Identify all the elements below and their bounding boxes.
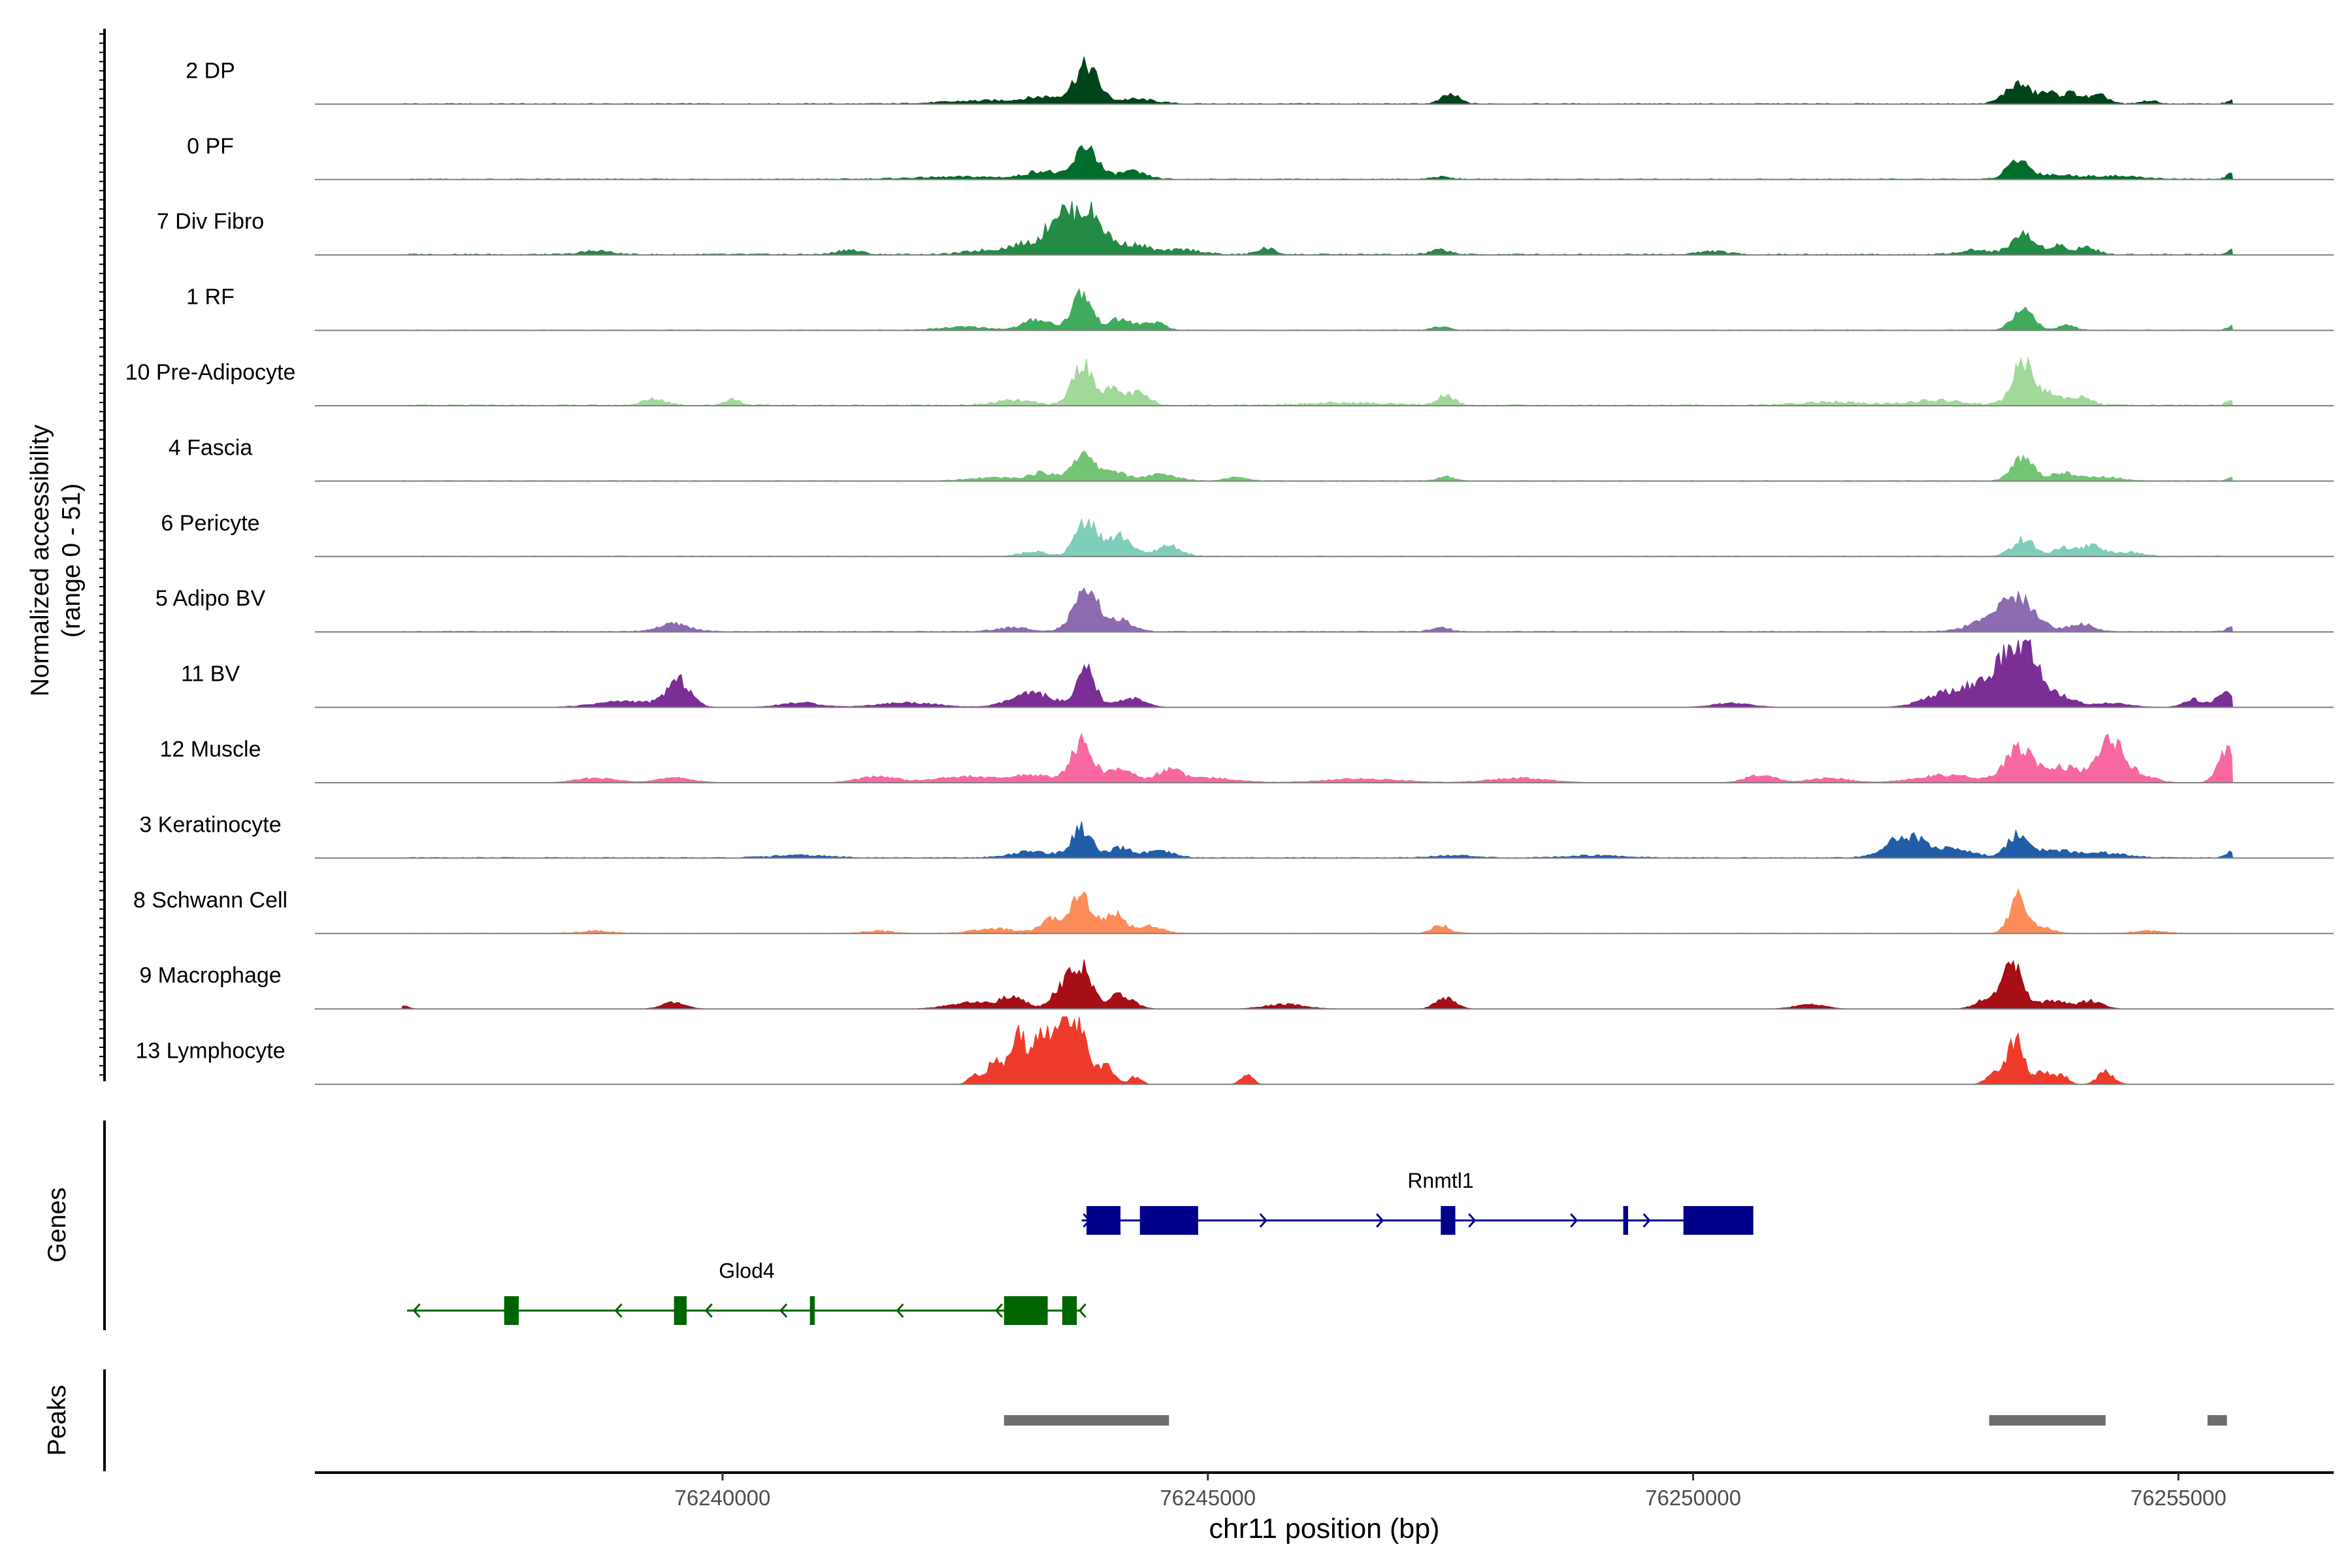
peaks-panel: Peaks bbox=[43, 1369, 2227, 1471]
coverage-tracks: 2 DP 0 PF 7 Div Fibro 1 RF 10 Pre-Adipocyte 4… bbox=[125, 56, 2334, 1085]
x-axis-ticks: 76240000 76245000 76250000 76255000 bbox=[675, 1473, 2227, 1510]
coverage-track: 6 Pericyte bbox=[161, 511, 2334, 557]
track-label: 7 Div Fibro bbox=[157, 209, 264, 234]
track-label: 13 Lymphocyte bbox=[135, 1039, 285, 1064]
coverage-track: 13 Lymphocyte bbox=[135, 1016, 2334, 1085]
track-label: 11 BV bbox=[181, 662, 240, 687]
genes-panel: Genes Rnmtl1 Glod4 bbox=[43, 1120, 1754, 1330]
gene-strand-arrow bbox=[704, 1303, 713, 1318]
coverage-track: 0 PF bbox=[187, 134, 2334, 180]
x-tick-label: 76245000 bbox=[1160, 1486, 1256, 1510]
gene-strand-arrow bbox=[614, 1303, 623, 1318]
track-label: 10 Pre-Adipocyte bbox=[125, 360, 296, 385]
gene-exon bbox=[674, 1296, 687, 1325]
x-tick-label: 76240000 bbox=[675, 1486, 771, 1510]
gene-model: Glod4 bbox=[407, 1259, 1086, 1325]
coverage-track: 9 Macrophage bbox=[139, 959, 2334, 1010]
coverage-y-label: Normalized accessibility bbox=[26, 424, 54, 696]
gene-strand-arrow bbox=[1083, 1213, 1091, 1228]
track-label: 8 Schwann Cell bbox=[133, 888, 287, 913]
gene-exon bbox=[1004, 1296, 1048, 1325]
coverage-y-label-range: (range 0 - 51) bbox=[57, 483, 86, 638]
gene-strand-arrow bbox=[412, 1303, 421, 1318]
peak-region-bar bbox=[1989, 1415, 2106, 1426]
x-tick-label: 76250000 bbox=[1645, 1486, 1741, 1510]
coverage-track: 5 Adipo BV bbox=[155, 586, 2334, 633]
coverage-track: 11 BV bbox=[181, 639, 2334, 708]
coverage-track: 7 Div Fibro bbox=[157, 201, 2334, 256]
coverage-track: 8 Schwann Cell bbox=[133, 888, 2334, 934]
track-label: 6 Pericyte bbox=[161, 511, 259, 536]
track-label: 9 Macrophage bbox=[139, 963, 281, 988]
peaks-label: Peaks bbox=[43, 1385, 71, 1456]
coverage-area bbox=[402, 356, 2234, 406]
coverage-y-axis bbox=[99, 29, 106, 1081]
track-label: 1 RF bbox=[186, 285, 235, 310]
gene-model: Rnmtl1 bbox=[1081, 1169, 1754, 1235]
gene-strand-arrow bbox=[1468, 1213, 1477, 1228]
gene-strand-arrow bbox=[1078, 1303, 1086, 1318]
coverage-track: 12 Muscle bbox=[160, 732, 2334, 783]
gene-strand-arrow bbox=[1376, 1213, 1384, 1228]
coverage-track: 10 Pre-Adipocyte bbox=[125, 356, 2334, 406]
track-label: 4 Fascia bbox=[169, 435, 253, 460]
x-axis: 76240000 76245000 76250000 76255000 bbox=[315, 1471, 2334, 1510]
gene-exon bbox=[809, 1296, 815, 1325]
track-label: 2 DP bbox=[186, 58, 235, 83]
gene-models: Rnmtl1 Glod4 bbox=[407, 1169, 1754, 1325]
gene-name-label: Glod4 bbox=[719, 1259, 774, 1282]
gene-strand-arrow bbox=[994, 1303, 1003, 1318]
gene-exon bbox=[1086, 1206, 1121, 1235]
track-label: 5 Adipo BV bbox=[155, 586, 266, 611]
gene-strand-arrow bbox=[779, 1303, 788, 1318]
coverage-track: 4 Fascia bbox=[169, 435, 2334, 482]
x-axis-title: chr11 position (bp) bbox=[1209, 1513, 1440, 1544]
coverage-area bbox=[402, 732, 2234, 783]
gene-strand-arrow bbox=[896, 1303, 904, 1318]
gene-exon bbox=[1441, 1206, 1456, 1235]
peak-region-bar bbox=[2207, 1415, 2227, 1426]
gene-exon bbox=[1683, 1206, 1754, 1235]
gene-exon bbox=[1139, 1206, 1198, 1235]
gene-strand-arrow bbox=[1259, 1213, 1267, 1228]
gene-strand-arrow bbox=[1642, 1213, 1651, 1228]
peak-regions bbox=[1004, 1415, 2227, 1426]
gene-strand-arrow bbox=[1570, 1213, 1578, 1228]
coverage-track: 1 RF bbox=[186, 285, 2334, 331]
gene-exon bbox=[1062, 1296, 1077, 1325]
coverage-track: 2 DP bbox=[186, 56, 2334, 105]
gene-name-label: Rnmtl1 bbox=[1407, 1169, 1473, 1192]
track-label: 0 PF bbox=[187, 134, 234, 159]
track-label: 12 Muscle bbox=[160, 737, 261, 762]
gene-exon bbox=[1623, 1206, 1628, 1235]
track-label: 3 Keratinocyte bbox=[139, 812, 281, 837]
gene-exon bbox=[504, 1296, 519, 1325]
coverage-y-axis-ticks bbox=[99, 33, 105, 1076]
x-tick-label: 76255000 bbox=[2131, 1486, 2227, 1510]
peak-region-bar bbox=[1004, 1415, 1169, 1426]
genes-label: Genes bbox=[43, 1188, 71, 1263]
coverage-track: 3 Keratinocyte bbox=[139, 812, 2334, 859]
